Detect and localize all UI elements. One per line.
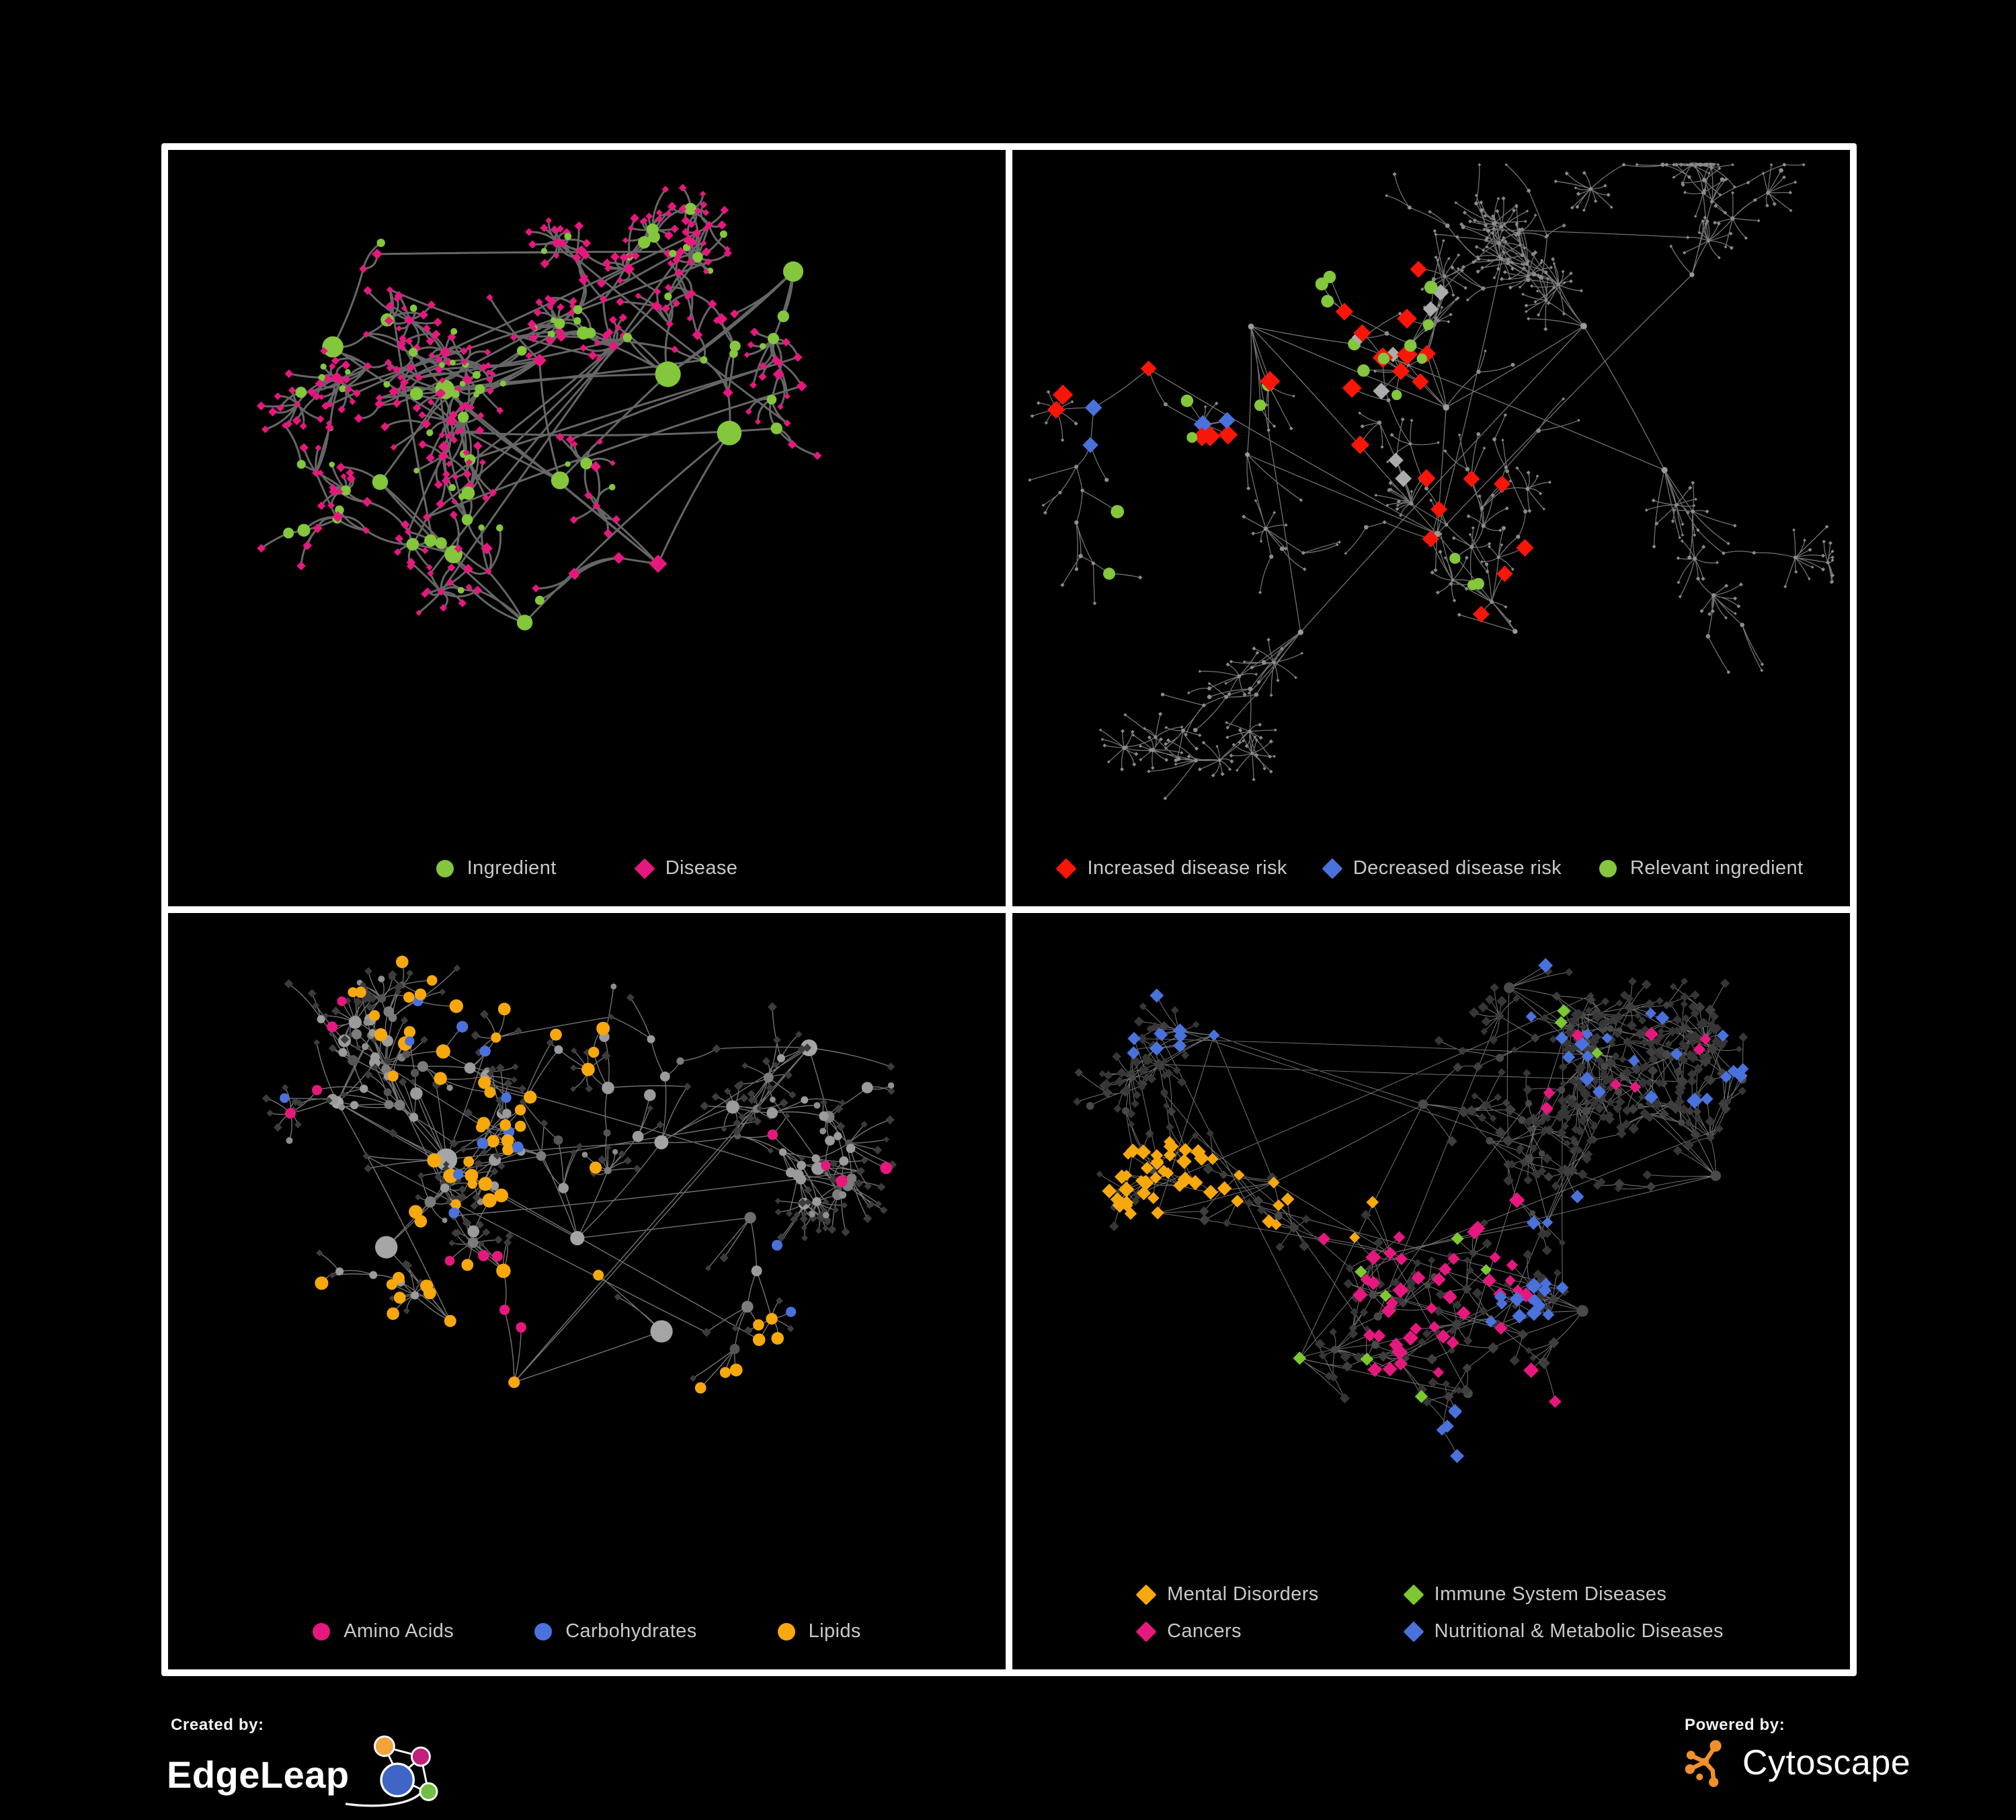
circle-marker (436, 859, 454, 877)
legend-item-immune-system-diseases: Immune System Diseases (1403, 1583, 1724, 1606)
legend-item-disease: Disease (634, 857, 738, 879)
diamond-marker (1135, 1620, 1157, 1643)
network-canvas-ingredient-disease (256, 184, 822, 631)
circle-marker (534, 1622, 553, 1640)
legend-item-amino-acids: Amino Acids (313, 1620, 454, 1643)
circle-marker (1599, 859, 1617, 877)
diamond-marker (1403, 1620, 1424, 1643)
diamond-marker (634, 857, 655, 879)
legend-item-decreased-disease-risk: Decreased disease risk (1322, 857, 1562, 879)
panel-disease-risk-network: Increased disease risk Decreased disease … (1012, 150, 1850, 906)
legend-label: Disease (665, 857, 738, 879)
cytoscape-logo-icon (1685, 1740, 1722, 1787)
legend-label: Amino Acids (344, 1620, 454, 1642)
legend-item-carbohydrates: Carbohydrates (534, 1620, 696, 1643)
legend-label: Lipids (808, 1620, 861, 1642)
panel-nutrient-class-network: Amino Acids Carbohydrates Lipids (168, 913, 1006, 1669)
legend-item-increased-disease-risk: Increased disease risk (1055, 857, 1287, 879)
powered-by-label: Powered by: (1685, 1716, 1785, 1734)
legend-disease-category: Mental Disorders Immune System Diseases Ca… (1135, 1583, 1724, 1643)
legend-label: Nutritional & Metabolic Diseases (1434, 1620, 1724, 1642)
network-canvas-disease-risk (1028, 162, 1835, 801)
legend-ingredient-disease: Ingredient Disease (168, 857, 1006, 879)
legend-item-mental-disorders: Mental Disorders (1135, 1583, 1319, 1606)
edgeleap-logo-text: EdgeLeap (167, 1753, 350, 1796)
circle-marker (313, 1622, 331, 1640)
legend-label: Ingredient (467, 857, 557, 879)
legend-label: Immune System Diseases (1434, 1583, 1667, 1605)
network-canvas-nutrient-class (261, 955, 897, 1394)
legend-item-cancers: Cancers (1135, 1620, 1319, 1643)
legend-item-relevant-ingredient: Relevant ingredient (1599, 857, 1803, 879)
panel-disease-category-network: Mental Disorders Immune System Diseases Ca… (1012, 913, 1850, 1669)
circle-marker (777, 1622, 795, 1640)
legend-disease-risk: Increased disease risk Decreased disease … (1012, 857, 1850, 879)
created-by-label: Created by: (171, 1716, 264, 1734)
legend-item-lipids: Lipids (777, 1620, 861, 1643)
figure-grid: Ingredient Disease Increased disease risk… (161, 143, 1857, 1676)
edgeleap-branding: Created by: EdgeLeap (167, 1716, 449, 1817)
diamond-marker (1055, 857, 1078, 879)
legend-nutrient-class: Amino Acids Carbohydrates Lipids (168, 1620, 1006, 1643)
diamond-marker (1135, 1583, 1157, 1606)
panel-ingredient-disease-network: Ingredient Disease (168, 150, 1006, 906)
legend-label: Increased disease risk (1087, 857, 1287, 879)
diamond-marker (1403, 1583, 1424, 1606)
legend-item-ingredient: Ingredient (436, 857, 557, 879)
legend-label: Relevant ingredient (1630, 857, 1804, 879)
legend-label: Mental Disorders (1167, 1583, 1319, 1605)
diamond-marker (1322, 857, 1343, 879)
network-canvas-disease-category (1073, 957, 1749, 1464)
cytoscape-branding: Powered by: Cytosc (1685, 1716, 1967, 1803)
legend-label: Decreased disease risk (1353, 857, 1562, 879)
cytoscape-logo-text: Cytoscape (1742, 1743, 1911, 1782)
legend-item-nutritional-metabolic-diseases: Nutritional & Metabolic Diseases (1403, 1620, 1724, 1643)
edgeleap-logo-icon (345, 1735, 438, 1807)
legend-label: Carbohydrates (565, 1620, 697, 1642)
legend-label: Cancers (1167, 1620, 1242, 1642)
